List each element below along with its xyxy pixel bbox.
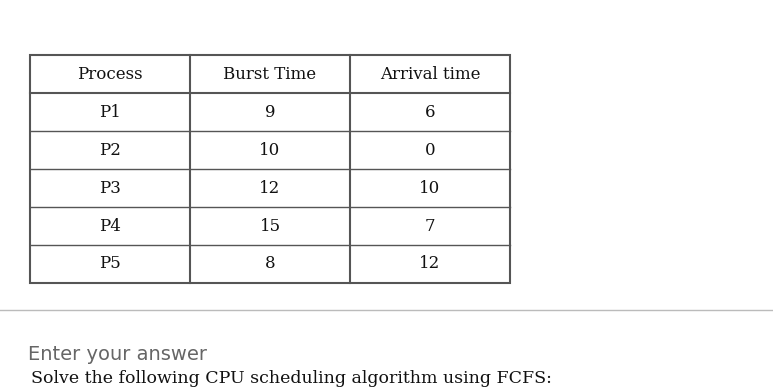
Text: 12: 12	[260, 179, 281, 196]
Bar	[30, 55, 510, 283]
Text: Burst Time: Burst Time	[223, 65, 317, 82]
Text: P2: P2	[99, 142, 121, 158]
Text: Enter your answer: Enter your answer	[28, 345, 207, 364]
Text: P4: P4	[99, 217, 121, 235]
Text: Solve the following CPU scheduling algorithm using FCFS:: Solve the following CPU scheduling algor…	[31, 370, 552, 387]
Text: P1: P1	[99, 103, 121, 121]
Text: P3: P3	[99, 179, 121, 196]
Text: P5: P5	[99, 256, 121, 273]
Text: Process: Process	[77, 65, 143, 82]
Text: 15: 15	[260, 217, 281, 235]
Text: 8: 8	[264, 256, 275, 273]
Text: 10: 10	[420, 179, 441, 196]
Text: Arrival time: Arrival time	[380, 65, 480, 82]
Text: 9: 9	[264, 103, 275, 121]
Text: 12: 12	[420, 256, 441, 273]
Text: 7: 7	[424, 217, 435, 235]
Text: 10: 10	[260, 142, 281, 158]
Text: 0: 0	[424, 142, 435, 158]
Text: 6: 6	[424, 103, 435, 121]
